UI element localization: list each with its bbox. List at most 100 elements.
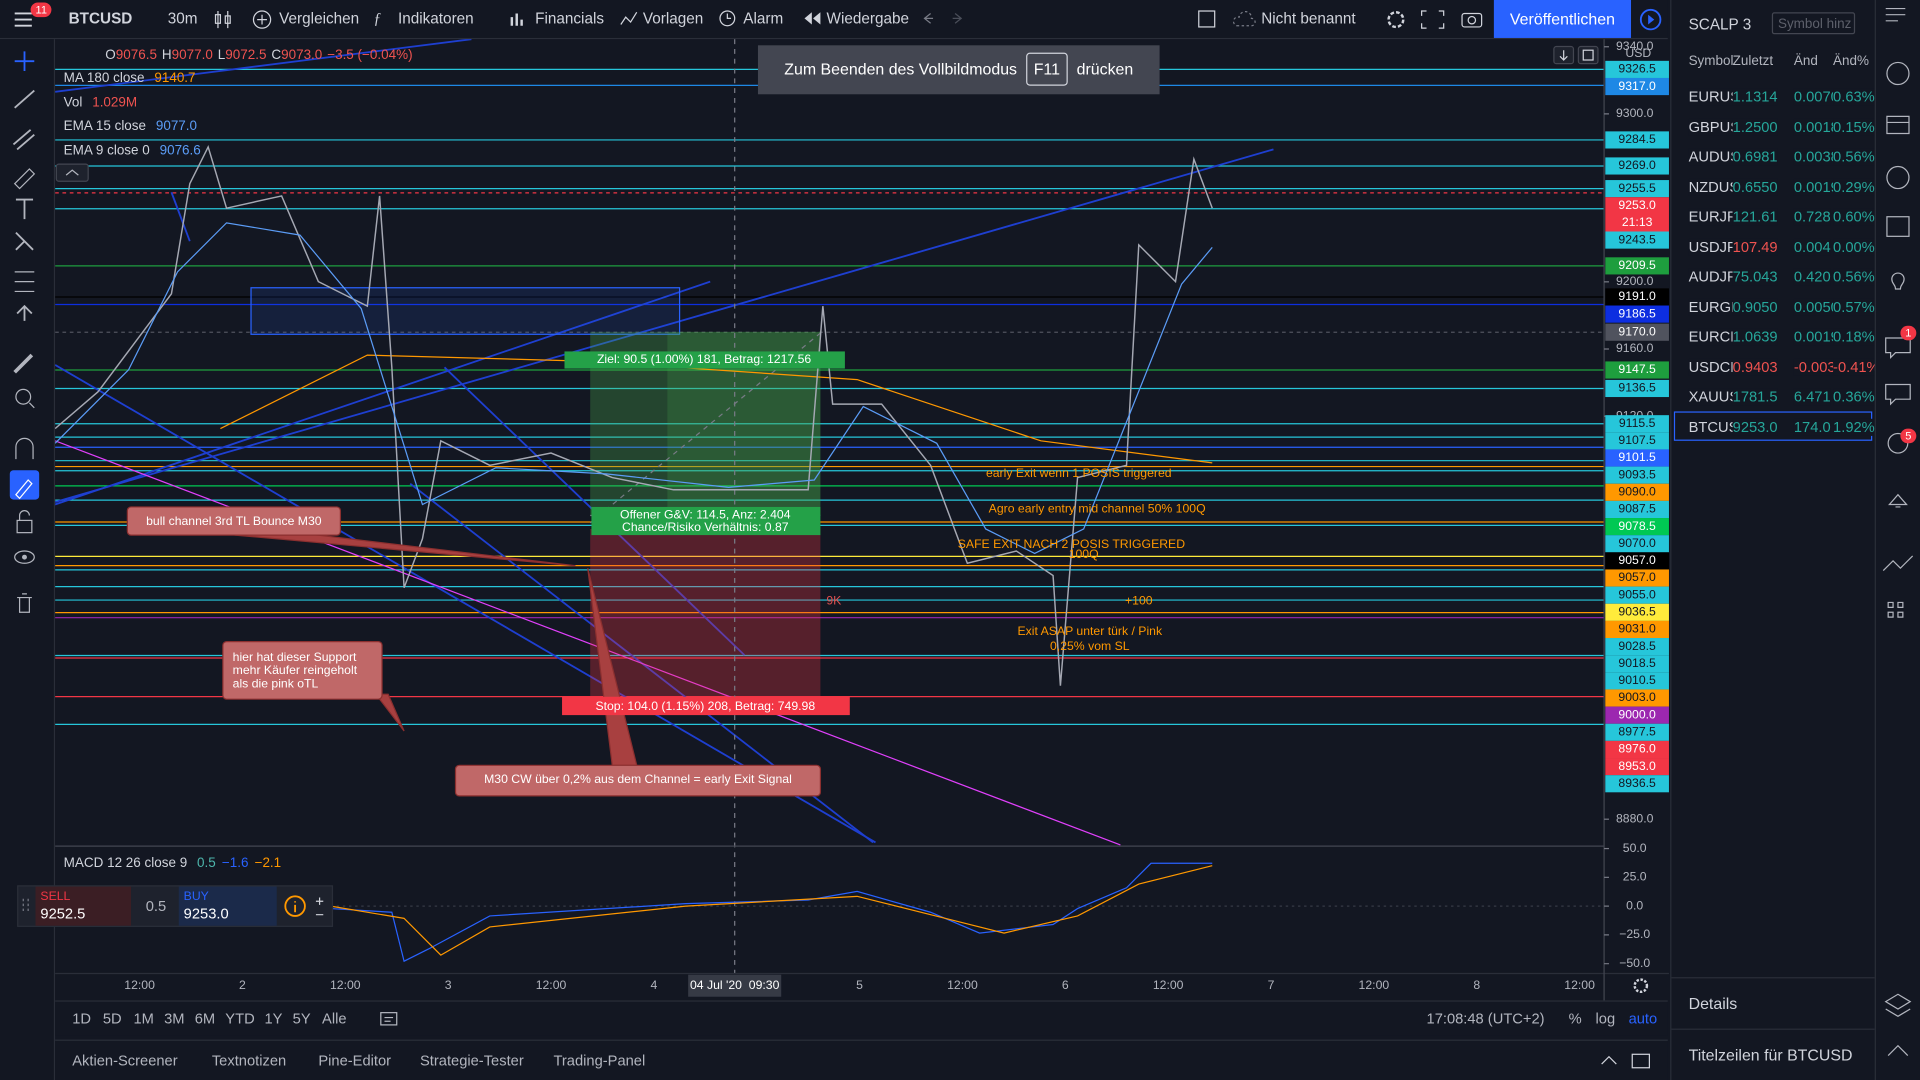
range-button[interactable]: 5D (102, 1010, 122, 1028)
auto-toggle[interactable]: auto (1628, 1010, 1658, 1028)
cloud-icon (1232, 11, 1256, 27)
range-button[interactable]: Alle (322, 1010, 347, 1028)
watch-symbol[interactable]: USDCH (1688, 358, 1733, 376)
publish-button[interactable]: Veröffentlichen (1493, 0, 1632, 38)
x-tick-label: 12:00 (330, 978, 361, 992)
price-label: 9115.5 (1619, 416, 1656, 430)
watch-symbol[interactable]: EURJP (1688, 208, 1733, 226)
watch-cell: 0.0070 (1793, 88, 1839, 106)
macd-value: 0.5 (197, 855, 216, 871)
watch-symbol[interactable]: USDJP (1688, 238, 1733, 256)
indicators-button[interactable]: Indikatoren (397, 9, 474, 27)
symbol-search[interactable]: Symbol hinz (1771, 12, 1856, 35)
replay-icon (804, 12, 821, 25)
right-icons[interactable] (1876, 0, 1920, 1080)
replay-button[interactable]: Wiedergabe (826, 9, 910, 27)
range-button[interactable]: 5Y (292, 1010, 311, 1028)
price-label-bg (1605, 157, 1669, 175)
price-label: 9107.5 (1618, 433, 1656, 447)
templates-button[interactable]: Vorlagen (642, 9, 704, 27)
headlines-header[interactable]: Titelzeilen für BTCUSD (1688, 1045, 1853, 1065)
ohlc-value: 9072.5 (225, 47, 267, 63)
column-header[interactable]: Symbol (1688, 53, 1734, 69)
indicator-row[interactable]: Vol 1.029M (64, 95, 413, 119)
price-label: 9147.5 (1618, 362, 1656, 376)
y-tick-label: 9200.0 (1616, 274, 1654, 288)
range-button[interactable]: 1M (133, 1010, 154, 1028)
chart[interactable]: Ziel: 90.5 (1.00%) 181, Betrag: 1217.56 … (55, 39, 1669, 1002)
ohlc-key: L (217, 47, 226, 63)
watchlist-name[interactable]: SCALP 3 (1688, 15, 1752, 34)
watchlist-panel: SCALP 3 Symbol hinz Details Titelzeilen … (1670, 0, 1880, 1080)
watch-symbol[interactable]: EURCH (1688, 328, 1733, 346)
details-header[interactable]: Details (1688, 994, 1738, 1013)
watch-symbol[interactable]: AUDJP (1688, 268, 1733, 286)
drawing-tools[interactable] (0, 39, 54, 627)
layout-icon[interactable] (1198, 10, 1218, 30)
bull-callout: bull channel 3rd TL Bounce M30 (146, 514, 322, 528)
range-button[interactable]: 6M (194, 1010, 216, 1028)
price-label-bg (1605, 77, 1669, 96)
log-toggle[interactable]: log (1595, 1010, 1616, 1028)
column-header[interactable]: Änd (1793, 53, 1818, 69)
compare-icon[interactable] (251, 9, 273, 31)
financials-button[interactable]: Financials (535, 9, 605, 27)
watch-symbol[interactable]: GBPUS (1688, 118, 1733, 136)
panel-tab[interactable]: Pine-Editor (318, 1051, 392, 1069)
price-label-bg (1605, 775, 1669, 793)
price-label-bg (1605, 689, 1669, 707)
price-label: 9186.5 (1618, 306, 1656, 320)
play-icon[interactable] (1638, 7, 1662, 31)
x-tick-label: 7 (1268, 978, 1275, 992)
range-button[interactable]: 1D (72, 1010, 92, 1028)
interval[interactable]: 30m (167, 9, 198, 27)
settings-icons[interactable] (1384, 7, 1519, 31)
range-button[interactable]: 3M (164, 1010, 185, 1028)
watch-symbol[interactable]: XAUUS (1688, 388, 1733, 406)
panel-tab[interactable]: Textnotizen (211, 1051, 287, 1069)
price-label-bg (1605, 180, 1669, 198)
symbol[interactable]: BTCUSD (68, 9, 133, 27)
price-label-bg (1605, 518, 1669, 536)
panel-tab[interactable]: Aktien-Screener (72, 1051, 178, 1069)
layout-name[interactable]: Nicht benannt (1261, 9, 1356, 27)
crosshair-time-bg (688, 974, 782, 997)
goto-date-icon[interactable] (380, 1010, 400, 1027)
compare-button[interactable]: Vergleichen (279, 9, 360, 27)
y-tick-label: 8880.0 (1616, 811, 1654, 825)
indicator-row[interactable]: MA 180 close 9140.7 (64, 71, 413, 95)
notice-text: Zum Beenden des Vollbildmodus (784, 60, 1018, 79)
chart-style-icon[interactable] (213, 9, 233, 31)
watch-symbol[interactable]: EURGE (1688, 298, 1733, 316)
watch-symbol[interactable]: AUDUS (1688, 148, 1733, 166)
watch-symbol[interactable]: NZDUS (1688, 178, 1733, 196)
watch-symbol[interactable]: EURUS (1688, 88, 1733, 106)
watch-cell: 0.728 (1793, 208, 1831, 226)
alert-button[interactable]: Alarm (743, 9, 784, 27)
watch-symbol[interactable]: BTCUS (1688, 418, 1733, 436)
indicator-row[interactable]: EMA 15 close 9077.0 (64, 119, 413, 143)
column-header[interactable]: Änd% (1833, 53, 1870, 69)
range-button[interactable]: YTD (225, 1010, 255, 1028)
nine-k-note: 9K (826, 593, 842, 607)
price-label-bg (1605, 305, 1669, 323)
range-button[interactable]: 1Y (264, 1010, 283, 1028)
price-label-bg (1605, 672, 1669, 690)
panel-tab[interactable]: Strategie-Tester (420, 1051, 524, 1069)
trade-icons[interactable] (283, 894, 332, 921)
percent-toggle[interactable]: % (1568, 1010, 1582, 1028)
panel-tab[interactable]: Trading-Panel (553, 1051, 646, 1069)
buy-button[interactable]: BUY 9253.0 (178, 886, 277, 926)
sell-button[interactable]: SELL 9252.5 (35, 886, 132, 926)
currency: USD (1625, 46, 1651, 60)
price-label: 9057.0 (1618, 570, 1656, 584)
indicator-row[interactable]: EMA 9 close 0 9076.6 (64, 143, 413, 167)
agro-note: Agro early entry mid channel 50% 100Q (989, 502, 1206, 516)
legend: O9076.5 H9077.0 L9072.5 C9073.0 −3.5 (−0.04%… (64, 48, 413, 167)
menu-icon[interactable] (12, 10, 36, 30)
panel-controls[interactable] (1598, 1051, 1659, 1071)
price-label-bg (1605, 586, 1669, 604)
macd-y-tick-label: −50.0 (1619, 956, 1650, 970)
undo-redo[interactable] (918, 10, 967, 27)
column-header[interactable]: Zuletzt (1732, 53, 1774, 69)
